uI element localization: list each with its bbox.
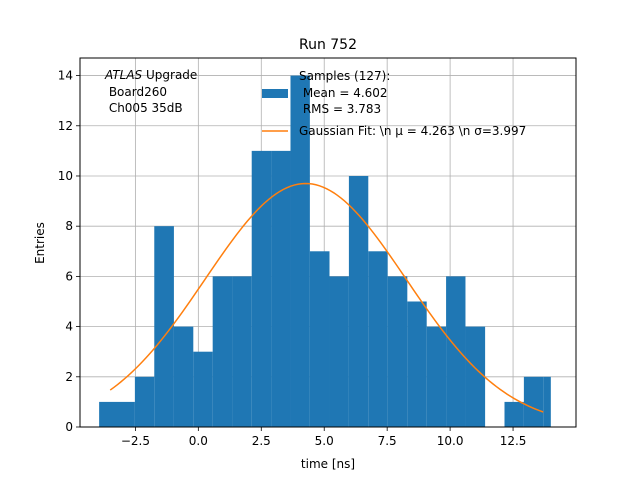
histogram-bar — [387, 276, 408, 427]
y-tick-label: 2 — [65, 370, 73, 384]
y-tick-label: 10 — [58, 169, 73, 183]
legend-mean: Mean = 4.602 — [299, 86, 388, 100]
atlas-label: ATLAS — [104, 68, 143, 82]
x-tick-label: 5.0 — [315, 434, 334, 448]
histogram-bar — [348, 175, 369, 427]
plot-frame — [79, 57, 577, 428]
histogram-bar — [154, 226, 174, 427]
histogram-bar — [465, 326, 486, 427]
gaussian-fit-line — [109, 182, 544, 413]
fit-curve — [109, 182, 544, 413]
legend-histogram-title: Samples (127): — [299, 69, 390, 83]
legend-fit-label: Gaussian Fit: \n μ = 4.263 \n σ=3.997 — [299, 124, 526, 138]
y-tick-label: 4 — [65, 320, 73, 334]
legend-rms: RMS = 3.783 — [299, 102, 381, 116]
x-tick-label: 7.5 — [378, 434, 397, 448]
histogram-bar — [251, 150, 272, 427]
histogram-bar — [446, 276, 466, 427]
histogram-bar — [329, 276, 349, 427]
y-axis-ticks: 0 2 4 6 8 10 12 14 — [58, 69, 80, 434]
histogram-bar — [368, 251, 388, 427]
x-tick-label: 0.0 — [189, 434, 208, 448]
histogram-bar — [134, 376, 155, 427]
x-tick-label: 12.5 — [500, 434, 527, 448]
y-tick-label: 0 — [65, 420, 73, 434]
x-tick-label: 10.0 — [437, 434, 464, 448]
y-tick-label: 14 — [58, 69, 73, 83]
channel-label: Ch005 35dB — [105, 101, 183, 115]
y-tick-label: 8 — [65, 219, 73, 233]
y-axis-label: Entries — [33, 222, 47, 264]
upgrade-label: Upgrade — [142, 68, 197, 82]
histogram-bar — [212, 276, 233, 427]
chart-title: Run 752 — [299, 37, 357, 53]
histogram-bars — [99, 75, 551, 428]
histogram-bar — [426, 326, 447, 427]
histogram-bar — [173, 326, 194, 427]
x-tick-label: 2.5 — [252, 434, 271, 448]
histogram-bar — [290, 75, 310, 428]
histogram-bar — [271, 150, 291, 427]
legend: Samples (127): Mean = 4.602 RMS = 3.783 … — [262, 69, 526, 138]
histogram-bar — [309, 251, 330, 427]
histogram-bar — [543, 376, 551, 427]
histogram-bar — [407, 301, 427, 427]
histogram-bar — [232, 276, 252, 427]
board-label: Board260 — [105, 85, 167, 99]
x-axis-label: time [ns] — [301, 457, 355, 471]
y-tick-label: 12 — [58, 119, 73, 133]
histogram-bar — [523, 376, 544, 427]
histogram-bar — [193, 351, 213, 427]
atlas-annotation: ATLAS Upgrade Board260 Ch005 35dB — [104, 68, 197, 115]
x-tick-label: −2.5 — [121, 434, 150, 448]
x-axis-ticks: −2.5 0.0 2.5 5.0 7.5 10.0 12.5 — [121, 427, 527, 448]
histogram-bar — [99, 401, 135, 427]
legend-histogram-swatch — [262, 89, 288, 98]
histogram-bar — [504, 401, 524, 427]
svg-text:ATLAS Upgrade: ATLAS Upgrade — [104, 68, 197, 82]
y-tick-label: 6 — [65, 269, 73, 283]
